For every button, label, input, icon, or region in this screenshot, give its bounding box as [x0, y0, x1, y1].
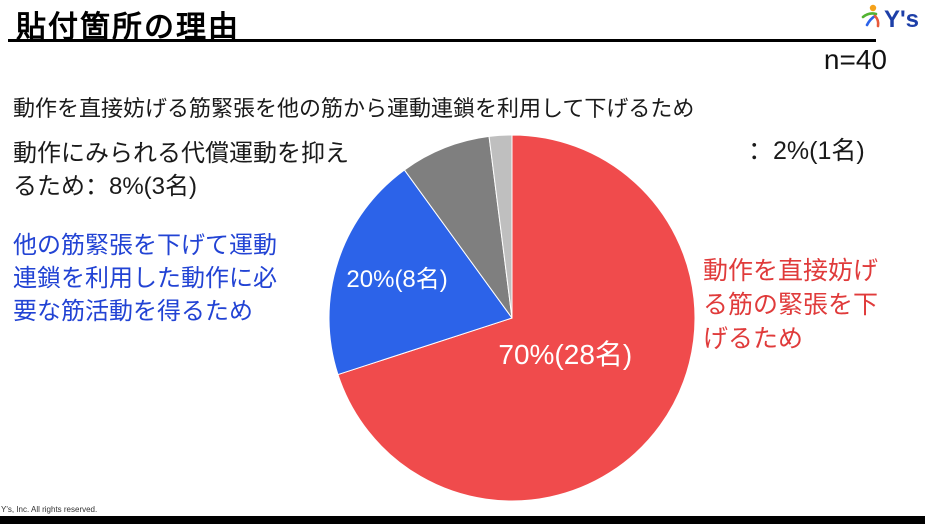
- pie-slice-1: [328, 169, 513, 376]
- bottom-bar: [0, 516, 925, 524]
- logo-text: Y's: [883, 5, 919, 33]
- page-title: 貼付箇所の理由: [16, 11, 240, 44]
- pie-chart-svg: 70%(28名) 20%(8名): [328, 134, 696, 502]
- company-logo: Y's: [857, 3, 919, 36]
- label-blue-slice: 他の筋緊張を下げて運動 連鎖を利用した動作に必 要な筋活動を得るため: [13, 232, 277, 325]
- label-red-slice: 動作を直接妨げ る筋の緊張を下 げるため: [703, 257, 879, 353]
- pie-chart: 70%(28名) 20%(8名): [328, 134, 696, 502]
- title-underline: [8, 39, 876, 42]
- sample-size-label: n=40: [823, 44, 887, 75]
- pie-slice-2: [403, 135, 513, 319]
- pie-slice-1-value-label: 20%(8名): [346, 266, 447, 293]
- value-light-gray-slice: ：2%(1名): [748, 137, 865, 165]
- copyright-text: Y's, Inc. All rights reserved.: [1, 505, 98, 514]
- pie-slice-3: [488, 134, 513, 319]
- label-dark-gray-slice: 動作にみられる代償運動を抑え るため：8%(3名): [13, 140, 349, 200]
- pie-slice-0: [337, 134, 696, 502]
- logo-person-icon: [857, 3, 883, 36]
- label-light-gray-slice: 動作を直接妨げる筋緊張を他の筋から運動連鎖を利用して下げるため: [13, 96, 695, 121]
- pie-slice-0-value-label: 70%(28名): [498, 339, 632, 370]
